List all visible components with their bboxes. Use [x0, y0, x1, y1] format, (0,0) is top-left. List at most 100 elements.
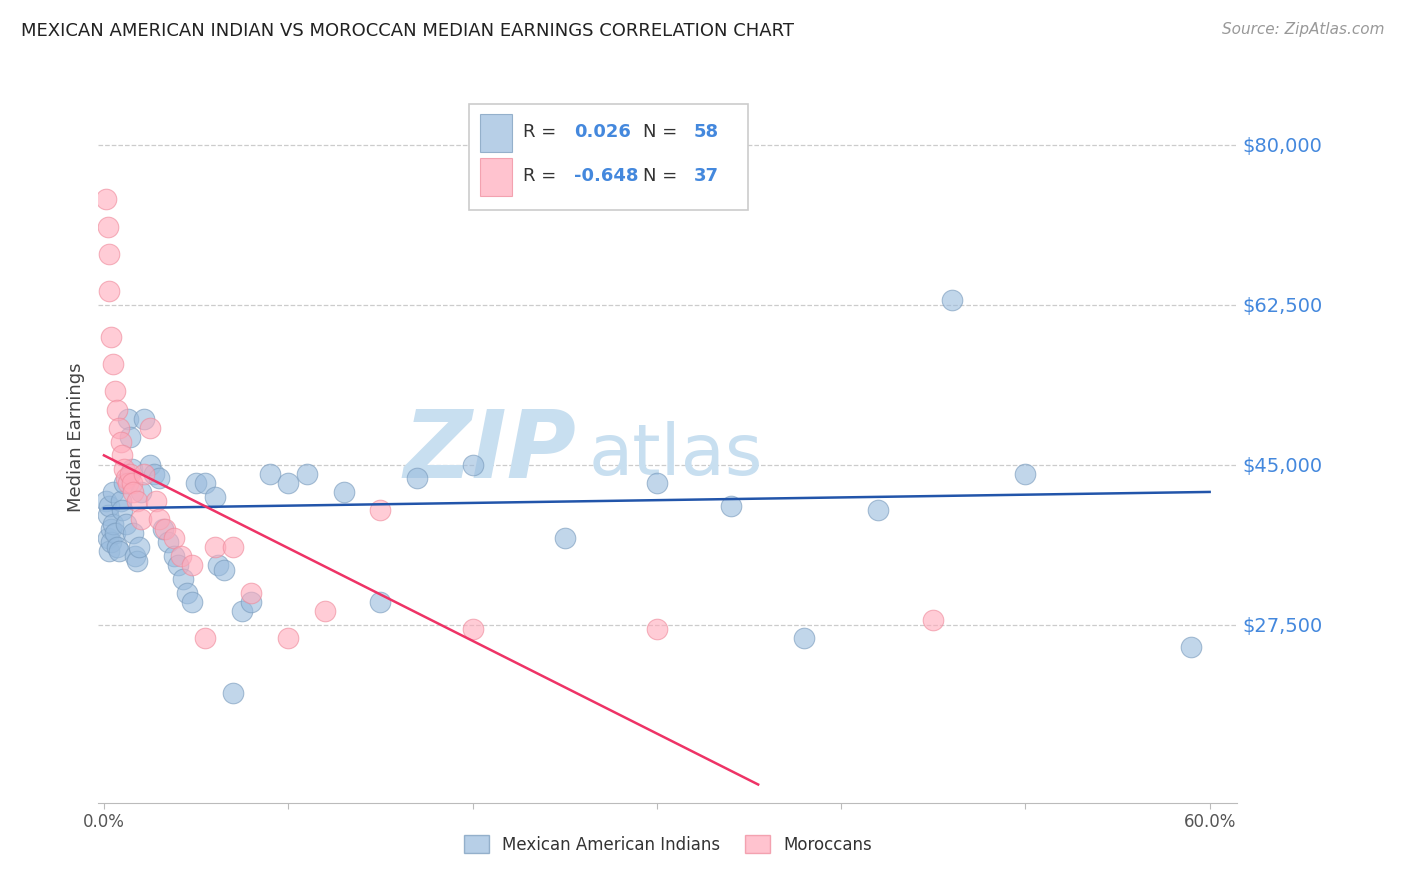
Point: [94, 494, 117, 508]
Point: [181, 594, 204, 608]
Point: [139, 421, 162, 435]
Point: [370, 594, 392, 608]
Point: [176, 585, 198, 599]
Point: [104, 384, 127, 399]
Point: [94, 192, 117, 206]
Point: [117, 411, 139, 425]
Point: [222, 686, 245, 700]
Point: [97, 219, 120, 234]
Point: [105, 540, 128, 554]
Point: [277, 475, 299, 490]
Point: [129, 484, 152, 499]
Point: [172, 572, 194, 586]
Point: [645, 622, 668, 636]
Point: [98, 247, 121, 261]
Point: [1014, 467, 1036, 481]
Point: [122, 484, 145, 499]
Point: [142, 467, 165, 481]
Point: [100, 521, 122, 535]
Point: [406, 471, 429, 485]
Point: [204, 490, 226, 504]
Point: [240, 594, 263, 608]
Point: [194, 475, 217, 490]
Point: [922, 613, 945, 627]
FancyBboxPatch shape: [468, 104, 748, 211]
Point: [207, 558, 229, 573]
Point: [295, 467, 318, 481]
Point: [101, 484, 124, 499]
Text: N =: N =: [643, 123, 683, 141]
Bar: [479, 158, 512, 195]
Point: [240, 585, 263, 599]
Point: [115, 471, 138, 485]
Text: 58: 58: [695, 123, 718, 141]
Point: [181, 558, 204, 573]
Text: R =: R =: [523, 123, 562, 141]
Point: [117, 475, 139, 490]
Point: [100, 329, 122, 343]
Point: [222, 540, 245, 554]
Point: [134, 411, 156, 425]
Text: -0.648: -0.648: [575, 167, 638, 185]
Text: 37: 37: [695, 167, 718, 185]
Point: [112, 462, 135, 476]
Text: atlas: atlas: [588, 421, 762, 490]
Point: [152, 521, 174, 535]
Point: [121, 462, 143, 476]
Point: [184, 475, 207, 490]
Point: [112, 475, 135, 490]
Point: [111, 503, 134, 517]
Point: [111, 448, 134, 462]
Point: [98, 284, 121, 298]
Bar: [479, 114, 512, 152]
Point: [259, 467, 281, 481]
Point: [107, 421, 129, 435]
Point: [645, 475, 668, 490]
Point: [97, 531, 120, 545]
Point: [166, 558, 188, 573]
Point: [314, 604, 336, 618]
Point: [129, 512, 152, 526]
Point: [127, 494, 149, 508]
Text: Source: ZipAtlas.com: Source: ZipAtlas.com: [1222, 22, 1385, 37]
Point: [793, 632, 815, 646]
Point: [157, 535, 180, 549]
Point: [118, 467, 141, 481]
Point: [122, 526, 145, 541]
Point: [121, 475, 143, 490]
Legend: Mexican American Indians, Moroccans: Mexican American Indians, Moroccans: [457, 829, 879, 860]
Point: [231, 604, 253, 618]
Text: N =: N =: [643, 167, 683, 185]
Point: [118, 430, 141, 444]
Point: [277, 632, 299, 646]
Point: [170, 549, 193, 563]
Point: [101, 516, 124, 531]
Point: [128, 540, 150, 554]
Point: [720, 499, 742, 513]
Point: [461, 622, 484, 636]
Y-axis label: Median Earnings: Median Earnings: [67, 362, 86, 512]
Point: [554, 531, 576, 545]
Text: ZIP: ZIP: [404, 406, 576, 498]
Point: [370, 503, 392, 517]
Point: [148, 471, 170, 485]
Point: [941, 293, 963, 307]
Point: [127, 553, 149, 567]
Point: [461, 458, 484, 472]
Point: [1180, 640, 1202, 655]
Text: MEXICAN AMERICAN INDIAN VS MOROCCAN MEDIAN EARNINGS CORRELATION CHART: MEXICAN AMERICAN INDIAN VS MOROCCAN MEDI…: [21, 22, 794, 40]
Text: 0.026: 0.026: [575, 123, 631, 141]
Point: [104, 526, 127, 541]
Point: [101, 357, 124, 371]
Point: [204, 540, 226, 554]
Point: [148, 512, 170, 526]
Point: [332, 484, 354, 499]
Point: [145, 494, 167, 508]
Point: [110, 494, 132, 508]
Point: [110, 434, 132, 449]
Point: [97, 508, 120, 522]
Point: [866, 503, 889, 517]
Point: [105, 402, 128, 417]
Point: [98, 499, 121, 513]
Text: R =: R =: [523, 167, 562, 185]
